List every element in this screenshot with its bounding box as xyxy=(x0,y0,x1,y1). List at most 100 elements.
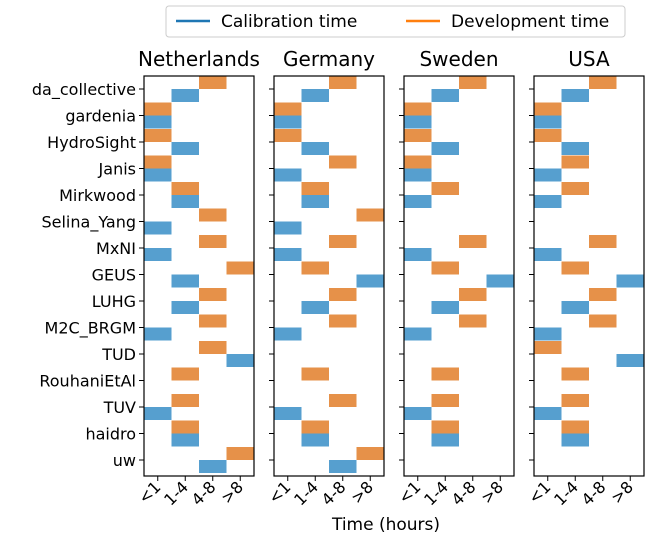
development-cell-da-collective xyxy=(199,76,227,89)
development-cell-gardenia xyxy=(534,102,562,116)
y-tick-label-selina-yang: Selina_Yang xyxy=(41,213,136,233)
development-cell-mxni xyxy=(589,235,617,248)
calibration-cell-haidro xyxy=(431,433,459,447)
calibration-cell-da-collective xyxy=(561,89,589,102)
calibration-cell-selina-yang xyxy=(274,221,302,235)
calibration-cell-hydrosight xyxy=(171,142,199,155)
development-cell-luhg xyxy=(329,288,357,301)
development-cell-m2c-brgm xyxy=(459,314,487,328)
x-tick-label: 4-8 xyxy=(448,477,480,509)
calibration-cell-tuv xyxy=(144,407,172,420)
calibration-cell-janis xyxy=(534,168,562,182)
x-tick-label: <1 xyxy=(264,477,294,507)
x-tick-label: 4-8 xyxy=(188,477,220,509)
development-cell-geus xyxy=(431,261,459,275)
development-cell-mxni xyxy=(329,235,357,248)
calibration-cell-tuv xyxy=(404,407,432,420)
development-cell-mirkwood xyxy=(431,182,459,195)
panel-3: USA <11-44-8>8 xyxy=(524,47,645,509)
development-cell-rouhanietal xyxy=(561,367,589,381)
calibration-cell-gardenia xyxy=(404,115,432,129)
x-tick-label: 4-8 xyxy=(578,477,610,509)
development-cell-uw xyxy=(226,447,254,460)
calibration-cell-gardenia xyxy=(144,115,172,129)
calibration-cell-gardenia xyxy=(534,115,562,129)
calibration-cell-janis xyxy=(404,168,432,182)
x-axis-label: Time (hours) xyxy=(331,515,440,535)
panel-title: USA xyxy=(568,47,610,71)
calibration-cell-haidro xyxy=(301,433,329,447)
development-cell-tud xyxy=(199,341,227,354)
panel-title: Netherlands xyxy=(138,47,260,71)
calibration-cell-geus xyxy=(171,274,199,288)
development-cell-mirkwood xyxy=(561,182,589,195)
x-tick-label: <1 xyxy=(134,477,164,507)
calibration-cell-selina-yang xyxy=(144,221,172,235)
calibration-cell-m2c-brgm xyxy=(144,327,172,341)
x-tick-label: 1-4 xyxy=(550,477,582,509)
calibration-cell-da-collective xyxy=(431,89,459,102)
calibration-cell-mirkwood xyxy=(534,195,562,208)
calibration-cell-uw xyxy=(329,460,357,473)
development-cell-haidro xyxy=(171,420,199,434)
panel-frame xyxy=(143,75,255,477)
calibration-cell-tud xyxy=(226,354,254,367)
development-cell-janis xyxy=(404,155,432,169)
panel-title: Sweden xyxy=(419,47,498,71)
calibration-cell-tuv xyxy=(534,407,562,420)
calibration-cell-haidro xyxy=(171,433,199,447)
calibration-cell-luhg xyxy=(301,301,329,314)
development-cell-m2c-brgm xyxy=(589,314,617,328)
development-cell-janis xyxy=(561,155,589,169)
development-cell-rouhanietal xyxy=(301,367,329,381)
y-tick-label-uw: uw xyxy=(113,451,136,470)
development-cell-tuv xyxy=(171,394,199,407)
development-cell-da-collective xyxy=(589,76,617,89)
development-cell-haidro xyxy=(431,420,459,434)
development-cell-gardenia xyxy=(404,102,432,116)
panel-frame xyxy=(273,75,385,477)
development-cell-tud xyxy=(534,341,562,354)
x-tick-label: 1-4 xyxy=(290,477,322,509)
calibration-cell-luhg xyxy=(171,301,199,314)
development-cell-luhg xyxy=(199,288,227,301)
calibration-cell-da-collective xyxy=(171,89,199,102)
development-cell-mirkwood xyxy=(171,182,199,195)
calibration-cell-mirkwood xyxy=(171,195,199,208)
y-tick-label-gardenia: gardenia xyxy=(65,107,136,126)
x-tick-label: >8 xyxy=(347,477,377,507)
development-cell-selina-yang xyxy=(199,208,227,222)
panel-2: Sweden <11-44-8>8 xyxy=(394,47,515,509)
panel-frame xyxy=(403,75,515,477)
calibration-cell-geus xyxy=(616,274,644,288)
x-tick-label: 4-8 xyxy=(318,477,350,509)
development-cell-mirkwood xyxy=(301,182,329,195)
calibration-cell-tud xyxy=(616,354,644,367)
development-cell-haidro xyxy=(301,420,329,434)
development-cell-hydrosight xyxy=(274,129,302,142)
calibration-cell-mirkwood xyxy=(301,195,329,208)
development-cell-m2c-brgm xyxy=(199,314,227,328)
x-tick-label: 1-4 xyxy=(160,477,192,509)
legend: Calibration time Development time xyxy=(165,5,626,38)
calibration-cell-hydrosight xyxy=(301,142,329,155)
x-tick-label: <1 xyxy=(524,477,554,507)
development-cell-geus xyxy=(226,261,254,275)
calibration-cell-luhg xyxy=(431,301,459,314)
y-tick-label-rouhanietal: RouhaniEtAl xyxy=(39,372,136,391)
development-cell-tuv xyxy=(431,394,459,407)
development-cell-gardenia xyxy=(144,102,172,116)
calibration-cell-hydrosight xyxy=(561,142,589,155)
development-cell-rouhanietal xyxy=(431,367,459,381)
calibration-cell-tuv xyxy=(274,407,302,420)
development-cell-haidro xyxy=(561,420,589,434)
y-tick-label-geus: GEUS xyxy=(92,266,136,285)
y-tick-label-mirkwood: Mirkwood xyxy=(59,186,136,205)
development-cell-mxni xyxy=(459,235,487,248)
x-tick-label: 1-4 xyxy=(420,477,452,509)
development-cell-hydrosight xyxy=(404,129,432,142)
calibration-cell-m2c-brgm xyxy=(404,327,432,341)
